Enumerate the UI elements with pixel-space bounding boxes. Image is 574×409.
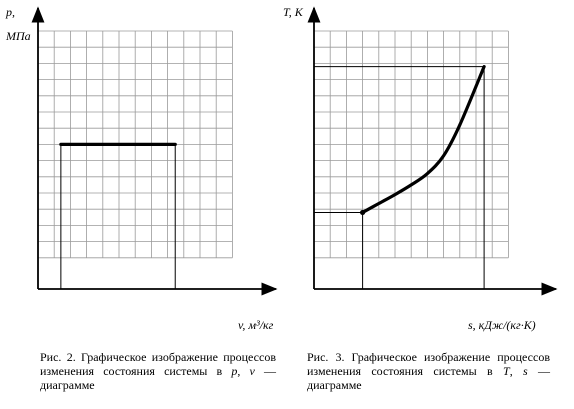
- ts-x-label: s, кДж/(кг·К): [468, 318, 536, 332]
- caption-3-text: Рис. 3. Графическое изображение процессо…: [307, 350, 550, 378]
- caption-2-sep: ,: [237, 364, 250, 378]
- pv-diagram: [31, 6, 278, 296]
- caption-3-sep: ,: [509, 364, 524, 378]
- ts-diagram: [307, 6, 558, 296]
- caption-3-suffix: — диаграмме: [307, 364, 551, 392]
- figures-canvas: p, МПа v, м³/кг T, K s, кДж/(кг·К): [5, 5, 558, 332]
- pv-x-label: v, м³/кг: [238, 318, 274, 332]
- caption-3-var-t: T: [503, 364, 510, 378]
- caption-2-text: Рис. 2. Графическое изображение процессо…: [40, 350, 276, 378]
- process-curve: [361, 65, 486, 215]
- start-point-marker: [360, 209, 366, 216]
- pv-y-label: p,: [5, 5, 15, 19]
- ts-y-label: T, K: [283, 5, 304, 19]
- caption-2-prefix: системы в: [164, 364, 232, 378]
- figure-3-caption: Рис. 3. Графическое изображение процессо…: [307, 350, 550, 392]
- figure-2-caption: Рис. 2. Графическое изображение процессо…: [40, 350, 276, 392]
- caption-3-var-s: s: [523, 364, 528, 378]
- caption-2-var-p: p: [231, 364, 238, 378]
- caption-2-var-v: v: [249, 364, 255, 378]
- caption-3-prefix: системы в: [433, 364, 503, 378]
- pv-y-unit: МПа: [5, 29, 31, 43]
- caption-2-suffix: — диаграмме: [40, 364, 277, 392]
